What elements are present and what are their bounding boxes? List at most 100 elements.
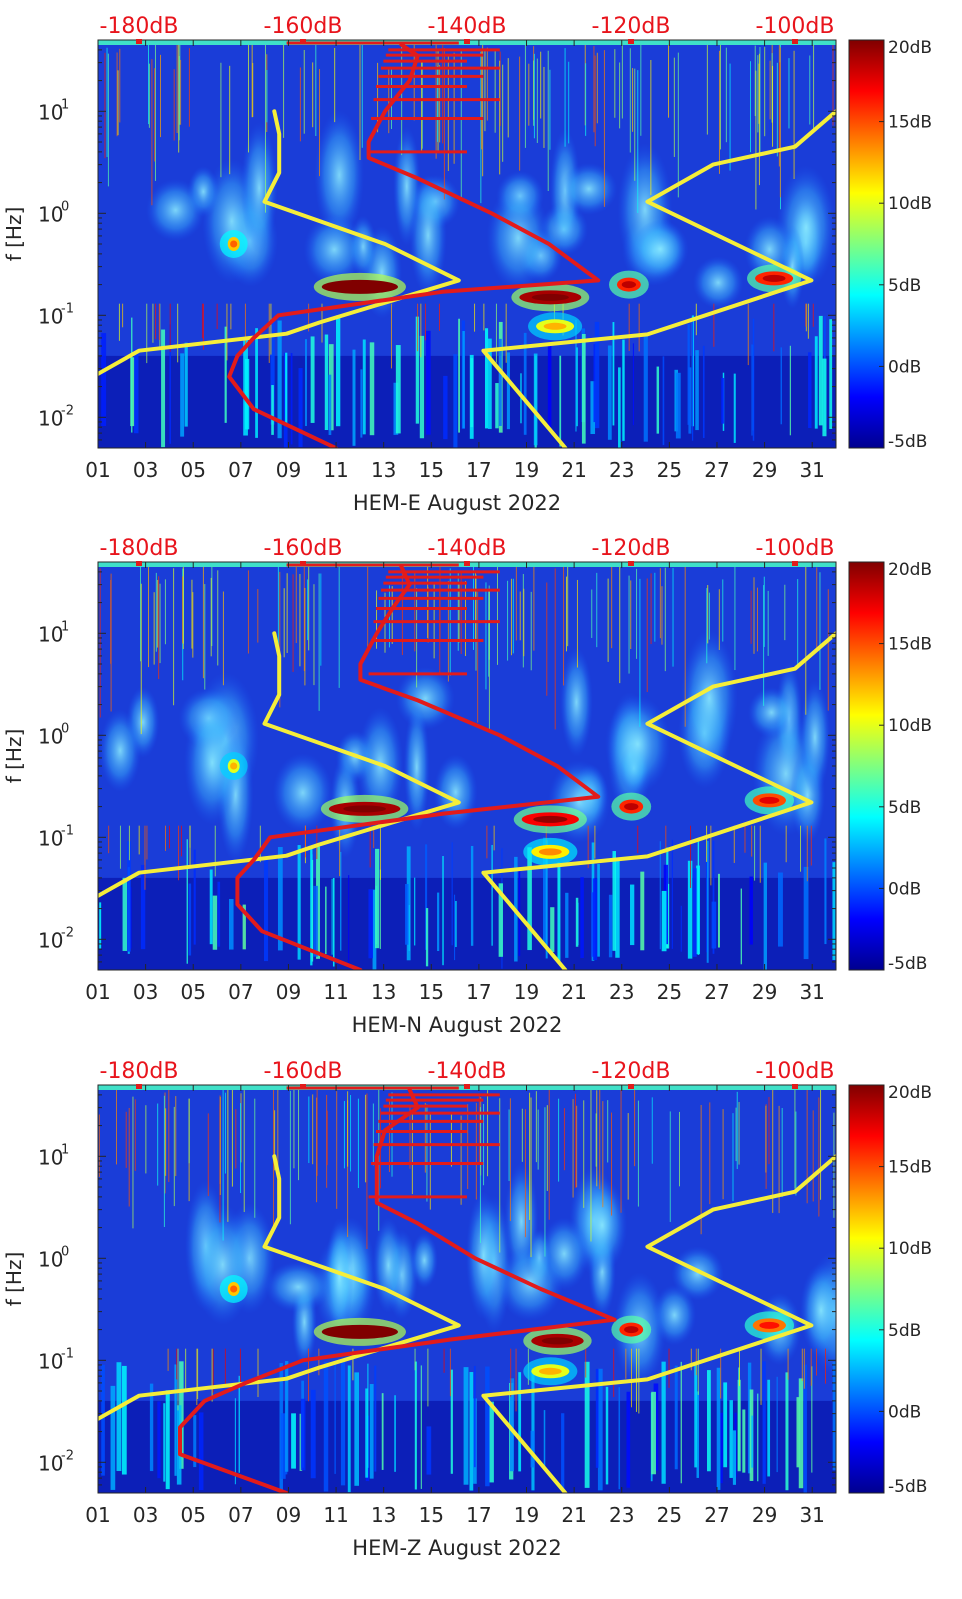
spectrogram-band-core bbox=[337, 283, 383, 291]
spectrogram-streak bbox=[757, 1393, 759, 1482]
spectrogram-streak bbox=[632, 343, 634, 426]
spectrogram-streak bbox=[184, 342, 188, 427]
spectrogram-streak bbox=[584, 1361, 590, 1488]
spectrogram-streak bbox=[255, 328, 258, 438]
spectrogram-streak bbox=[707, 1370, 711, 1472]
x-tick-label: 07 bbox=[228, 980, 253, 1004]
spectrogram-glow bbox=[680, 630, 738, 767]
spectrogram-streak bbox=[186, 839, 188, 964]
spectrogram-band-core bbox=[533, 815, 568, 823]
colorbar bbox=[848, 1084, 885, 1494]
spectrogram-streak bbox=[545, 840, 548, 959]
spectrogram-streak bbox=[365, 1388, 369, 1478]
x-axis-label: HEM-Z August 2022 bbox=[352, 1536, 561, 1560]
y-tick-exponent: 1 bbox=[61, 619, 69, 634]
x-tick-label: 05 bbox=[180, 458, 205, 482]
spectrogram-streak bbox=[332, 877, 335, 967]
spectrogram-streak bbox=[498, 883, 503, 957]
spectrogram-streak bbox=[605, 1386, 609, 1485]
spectrogram-streak bbox=[747, 1362, 752, 1474]
spectrogram-streak bbox=[814, 336, 818, 429]
spectrogram-streak bbox=[509, 1378, 514, 1472]
x-tick-label: 25 bbox=[657, 458, 682, 482]
x-axis-label: HEM-N August 2022 bbox=[352, 1013, 563, 1037]
spectrogram-streak bbox=[612, 322, 615, 426]
spectrogram-streak bbox=[310, 1389, 316, 1479]
colorbar-tick-label: 5dB bbox=[888, 276, 921, 296]
x-tick-label: 15 bbox=[419, 1503, 444, 1527]
spectrogram-image bbox=[98, 562, 836, 970]
spectrogram-streak bbox=[99, 902, 102, 949]
top-axis-label: -160dB bbox=[264, 14, 343, 39]
top-axis-tick-mark bbox=[628, 1084, 634, 1089]
x-tick-label: 09 bbox=[276, 458, 301, 482]
x-tick-label: 03 bbox=[133, 980, 158, 1004]
top-axis-label: -180dB bbox=[100, 1059, 179, 1084]
spectrogram-streak bbox=[473, 1365, 476, 1468]
red-noise-curve bbox=[178, 1087, 617, 1493]
spectrogram-streak bbox=[116, 1362, 122, 1472]
spectrogram-streak bbox=[594, 321, 600, 429]
spectrogram-streak bbox=[362, 339, 366, 435]
spectrogram-streak bbox=[291, 1413, 296, 1469]
spectrogram-streak bbox=[110, 1385, 116, 1490]
colorbar-tick-label: 15dB bbox=[888, 635, 932, 655]
spectrogram-streak bbox=[749, 876, 753, 945]
spectrogram-streak bbox=[198, 1412, 204, 1491]
spectrogram-band-core bbox=[343, 805, 387, 813]
spectrogram-band-core bbox=[541, 1337, 574, 1345]
spectrogram-streak bbox=[157, 1401, 161, 1479]
top-axis-label: -140dB bbox=[428, 1059, 507, 1084]
y-tick-label: 10 bbox=[38, 202, 63, 226]
spectrogram-streak bbox=[394, 1395, 396, 1472]
y-tick-label: 10 bbox=[38, 1145, 63, 1169]
top-axis-label: -160dB bbox=[264, 1059, 343, 1084]
spectrogram-streak bbox=[612, 851, 616, 951]
spectrogram-streak bbox=[285, 1361, 289, 1472]
spectrogram-streak bbox=[271, 385, 274, 435]
colorbar-tick-label: 0dB bbox=[888, 357, 921, 377]
spectrogram-streak bbox=[777, 872, 783, 947]
spectrogram-streak bbox=[615, 861, 620, 958]
spectrogram-streak bbox=[531, 1368, 535, 1491]
spectrogram-streak bbox=[297, 845, 301, 960]
spectrogram-streak bbox=[720, 1412, 723, 1484]
spectrogram-streak bbox=[803, 866, 809, 960]
x-tick-label: 21 bbox=[561, 980, 586, 1004]
x-tick-label: 13 bbox=[371, 1503, 396, 1527]
top-axis-label: -100dB bbox=[756, 536, 835, 561]
spectrogram-glow bbox=[465, 1191, 502, 1321]
spectrogram-glow bbox=[800, 1263, 836, 1358]
spectrogram-band-core bbox=[621, 281, 637, 289]
spectrogram-streak bbox=[443, 375, 448, 440]
spectrogram-streak bbox=[543, 837, 548, 946]
spectrogram-streak bbox=[372, 889, 377, 970]
x-tick-label: 03 bbox=[133, 458, 158, 482]
spectrogram-streak bbox=[595, 1368, 599, 1468]
colorbar-tick-label: 20dB bbox=[888, 38, 932, 58]
spectrogram-streak bbox=[458, 318, 460, 433]
spectrogram-streak bbox=[527, 847, 532, 951]
spectrogram-glow bbox=[560, 162, 618, 215]
spectrogram-band-core bbox=[230, 762, 238, 770]
spectrogram-glow bbox=[146, 179, 205, 242]
top-axis-tick-mark bbox=[136, 561, 142, 566]
spectrogram-streak bbox=[298, 368, 303, 447]
colorbar-tick-label: 15dB bbox=[888, 1158, 932, 1178]
x-tick-label: 07 bbox=[228, 1503, 253, 1527]
x-tick-label: 25 bbox=[657, 980, 682, 1004]
colorbar-tick-label: 20dB bbox=[888, 1083, 932, 1103]
spectrogram-streak bbox=[767, 1379, 771, 1477]
spectrogram-streak bbox=[565, 892, 569, 958]
spectrogram-streak bbox=[244, 358, 250, 430]
spectrogram-streak bbox=[597, 1368, 603, 1491]
spectrogram-streak bbox=[334, 1362, 336, 1474]
x-tick-label: 09 bbox=[276, 980, 301, 1004]
spectrogram-glow bbox=[99, 709, 141, 792]
colorbar bbox=[848, 561, 885, 971]
spectrogram-glow bbox=[560, 647, 593, 757]
spectrogram-band-core bbox=[759, 1321, 780, 1329]
spectrogram-streak bbox=[165, 1390, 170, 1490]
spectrogram-streak bbox=[463, 1367, 469, 1485]
x-tick-label: 01 bbox=[85, 980, 110, 1004]
